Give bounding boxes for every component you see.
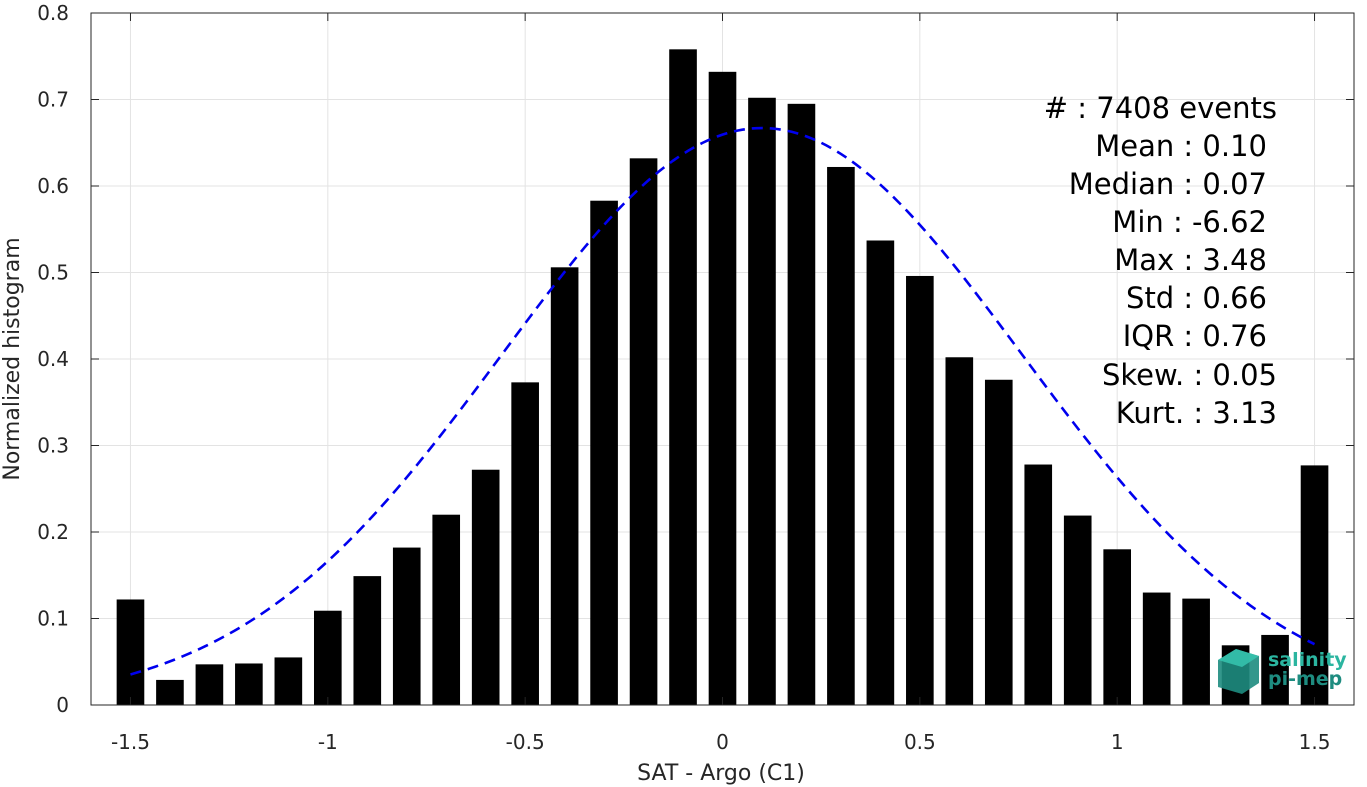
stat-events: # : 7408 events [1044,91,1277,125]
histogram-bar [195,664,224,705]
y-tick-label: 0.7 [37,88,69,112]
axis-ticks [91,12,1354,706]
logo-line1: salinity [1268,649,1347,671]
logo-cube-face-icon [1218,649,1259,667]
stat-std: Std : 0.66 [1126,281,1267,315]
x-tick-label: 0.5 [904,730,936,754]
histogram-bar [748,97,776,705]
logo-line2: pi-mep [1268,668,1342,690]
histogram-bar [511,382,539,705]
stat-median: Median : 0.07 [1069,167,1267,201]
histogram-bar [353,576,382,705]
histogram-bar [432,514,461,705]
histogram-bar [1182,598,1210,705]
y-tick-label: 0.8 [37,1,69,25]
y-tick-label: 0.6 [37,174,69,198]
y-tick-label: 0 [56,693,69,717]
histogram-bar [1261,634,1289,705]
normal-fit-curve [130,126,1316,676]
y-axis-label: Normalized histogram [0,237,25,480]
x-tick-label: 1 [1111,730,1124,754]
statistics-panel: # : 7408 events Mean : 0.10 Median : 0.0… [1044,91,1277,430]
histogram-bar [1300,465,1329,705]
stat-min: Min : -6.62 [1112,205,1267,239]
histogram-bar [945,357,974,705]
y-tick-label: 0.1 [37,607,69,631]
x-tick-label: -0.5 [506,730,545,754]
histogram-bars [116,49,1329,706]
x-tick-label: -1.5 [111,730,150,754]
x-axis-label: SAT - Argo (C1) [637,761,805,786]
stat-skewness: Skew. : 0.05 [1102,358,1277,392]
y-tick-label: 0.5 [37,261,69,285]
histogram-bar [156,679,184,705]
stat-max: Max : 3.48 [1114,243,1267,277]
y-tick-label: 0.3 [37,434,69,458]
histogram-bar [116,599,145,705]
histogram-bar [1103,549,1132,705]
x-tick-label: 0 [716,730,729,754]
stat-kurtosis: Kurt. : 3.13 [1116,396,1277,430]
stat-iqr: IQR : 0.76 [1123,319,1267,353]
histogram-bar [1024,464,1053,705]
x-tick-label: 1.5 [1299,730,1331,754]
histogram-bar [629,158,658,705]
histogram-bar [827,166,855,706]
y-tick-labels: 0 0.1 0.2 0.3 0.4 0.5 0.6 0.7 0.8 [37,1,69,717]
histogram-bar [1142,592,1171,705]
histogram-bar [274,657,303,705]
stat-mean: Mean : 0.10 [1095,129,1267,163]
histogram-bar [906,275,934,705]
y-tick-label: 0.4 [37,347,69,371]
histogram-bar [235,663,263,705]
histogram-bar [590,200,618,705]
histogram-bar [787,103,816,705]
histogram-bar [313,610,342,705]
histogram-bar [1063,515,1092,705]
histogram-bar [550,267,579,705]
histogram-bar [984,379,1013,705]
salinity-pimep-logo: salinity pi-mep [1218,649,1347,694]
histogram-bar [392,547,421,705]
histogram-bar [866,240,895,705]
x-tick-labels: -1.5 -1 -0.5 0 0.5 1 1.5 [111,730,1330,754]
histogram-bar [471,469,500,705]
y-tick-label: 0.2 [37,520,69,544]
histogram-bar [708,71,737,705]
x-tick-label: -1 [318,730,338,754]
